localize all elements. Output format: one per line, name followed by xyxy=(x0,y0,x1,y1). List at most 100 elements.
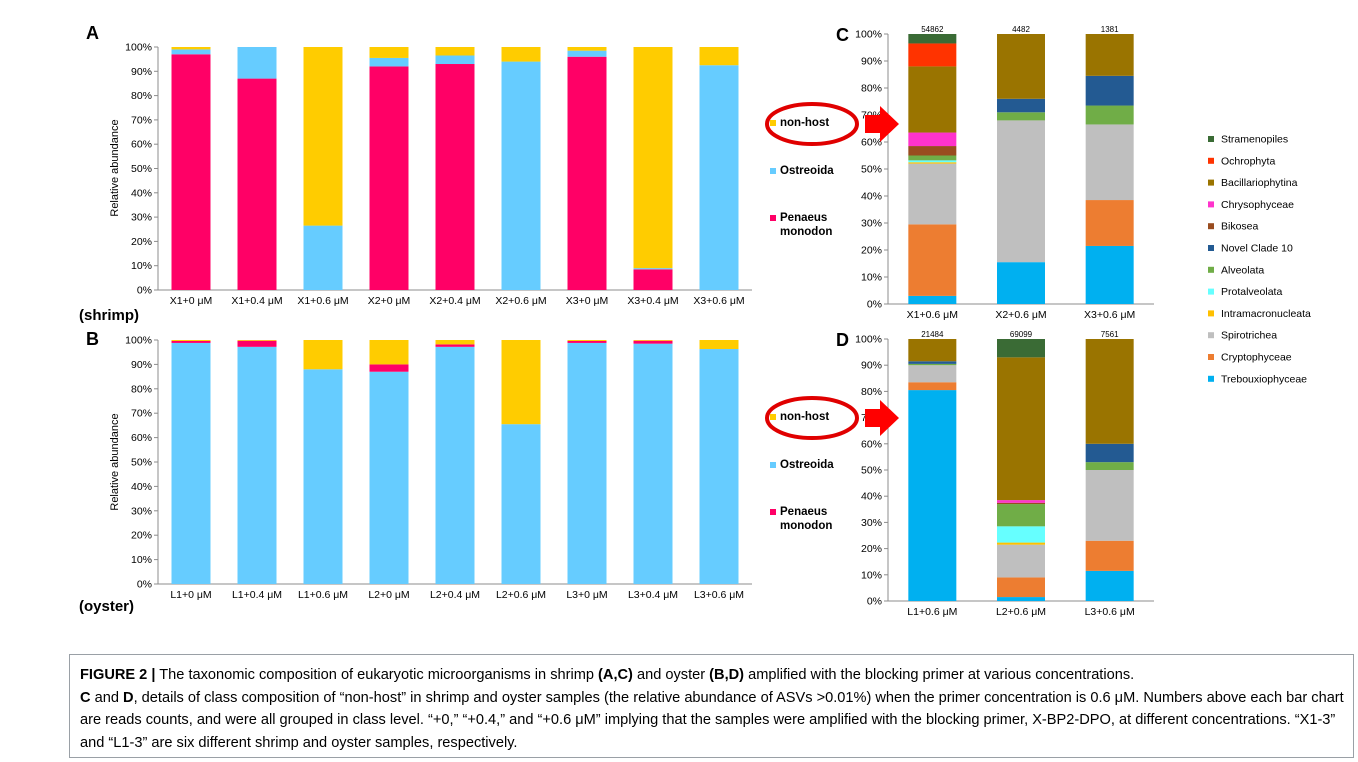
panel-letter: B xyxy=(86,329,99,349)
y-tick-label: 60% xyxy=(861,438,882,450)
y-tick-label: 50% xyxy=(861,164,882,176)
x-tick-label: L2+0.6 μM xyxy=(496,589,546,601)
x-tick-label: L1+0 μM xyxy=(170,589,211,601)
bar-segment-spirotrichea xyxy=(1085,470,1134,541)
bar-segment-non-host xyxy=(303,340,343,370)
y-tick-label: 0% xyxy=(137,579,152,591)
bar-segment-bikosea xyxy=(908,146,957,156)
y-tick-label: 30% xyxy=(131,212,152,224)
x-tick-label: L2+0.6 μM xyxy=(996,606,1046,618)
bar-segment-trebouxiophyceae xyxy=(997,597,1045,601)
y-tick-label: 0% xyxy=(867,596,882,608)
bar-segment-ostreoida xyxy=(699,65,739,290)
bar-segment-ostreoida xyxy=(369,371,409,584)
bar-segment-intramacronucleata xyxy=(908,162,957,164)
y-tick-label: 100% xyxy=(125,42,152,54)
bar-segment-spirotrichea xyxy=(908,365,957,383)
bar-segment-trebouxiophyceae xyxy=(997,262,1045,304)
legend-host-b: non-host Ostreoida Penaeus monodon xyxy=(765,396,899,532)
red-arrow-icon xyxy=(865,106,899,142)
chart-panel-b: B 0% 10% 20% 30% 40% 50% 60% 70% 80% 90% 100% Relati… xyxy=(79,329,752,615)
bar-segment-novel-clade-10 xyxy=(997,98,1045,113)
x-tick-label: X3+0 μM xyxy=(566,295,609,307)
bar-segment-non-host xyxy=(171,47,211,50)
y-tick-label: 60% xyxy=(861,137,882,149)
bar-segment-penaeus-monodon xyxy=(237,340,277,347)
bar-segment-non-host xyxy=(237,340,277,341)
chart-panel-a: A 0% 10% 20% 30% 40% 50% 60% 70% 80% 90% 100% Relati… xyxy=(79,23,752,324)
bar-segment-novel-clade-10 xyxy=(1085,443,1134,463)
legend-swatch xyxy=(1208,157,1214,164)
bar-segment-penaeus-monodon xyxy=(633,340,673,344)
y-axis-label: Relative abundance xyxy=(109,119,121,216)
highlight-ellipse xyxy=(765,396,859,440)
y-tick-label: 70% xyxy=(131,408,152,420)
x-tick-label: X1+0.6 μM xyxy=(297,295,348,307)
legend-swatch xyxy=(1208,332,1214,339)
bar-segment-ostreoida xyxy=(567,50,607,57)
read-count-label: 1381 xyxy=(1101,25,1119,34)
y-tick-label: 10% xyxy=(861,272,882,284)
figure-caption: FIGURE 2 | The taxonomic composition of … xyxy=(80,667,1344,751)
bar-segment-spirotrichea xyxy=(997,544,1045,578)
legend-label: Ostreoida xyxy=(780,165,834,177)
legend-label: Alveolata xyxy=(1221,264,1264,276)
bar-segment-novel-clade-10 xyxy=(1085,75,1134,106)
bar-segment-intramacronucleata xyxy=(997,542,1045,545)
legend-label: Cryptophyceae xyxy=(1221,352,1292,364)
bar-segment-bacillariophytina xyxy=(908,66,957,133)
bar-segment-ostreoida xyxy=(171,49,211,55)
legend-swatch-Penaeus-monodon xyxy=(770,215,776,221)
legend-swatch-Penaeus-monodon xyxy=(770,509,776,515)
bar-segment-non-host xyxy=(369,47,409,58)
bar-segment-chrysophyceae xyxy=(997,500,1045,503)
bar-segment-non-host xyxy=(699,340,739,350)
bar-segment-spirotrichea xyxy=(1085,124,1134,201)
legend-label: Stramenopiles xyxy=(1221,134,1288,146)
bar-segment-trebouxiophyceae xyxy=(1085,245,1134,304)
y-tick-label: 80% xyxy=(861,83,882,95)
legend-swatch-non-host xyxy=(770,414,776,420)
x-tick-label: X1+0.6 μM xyxy=(907,309,958,321)
legend-label: Penaeus monodon xyxy=(780,212,832,238)
y-tick-label: 90% xyxy=(861,56,882,68)
legend-swatch xyxy=(1208,179,1214,186)
bar-segment-non-host xyxy=(501,47,541,62)
bar-segment-non-host xyxy=(633,340,673,341)
bar-segment-penaeus-monodon xyxy=(435,64,475,290)
x-tick-label: L1+0.6 μM xyxy=(298,589,348,601)
legend-classes: Stramenopiles Ochrophyta Bacillariophytina… xyxy=(1208,134,1311,385)
read-count-label: 4482 xyxy=(1012,25,1030,34)
bar-segment-spirotrichea xyxy=(908,163,957,225)
y-tick-label: 10% xyxy=(131,260,152,272)
legend-label-line: Penaeus xyxy=(780,506,827,518)
bar-segment-alveolata xyxy=(908,155,957,161)
bar-segment-chrysophyceae xyxy=(908,132,957,147)
figure-canvas: A 0% 10% 20% 30% 40% 50% 60% 70% 80% 90% 100% Relati… xyxy=(79,23,1311,618)
legend-swatch xyxy=(1208,223,1214,230)
panel-letter: C xyxy=(836,25,849,45)
sample-group-label: (shrimp) xyxy=(79,307,139,324)
legend-label: Penaeus monodon xyxy=(780,506,832,532)
legend-label: Ochrophyta xyxy=(1221,155,1275,167)
legend-swatch-Ostreoida xyxy=(770,168,776,174)
bar-segment-trebouxiophyceae xyxy=(908,390,957,601)
bar-segment-penaeus-monodon xyxy=(237,78,277,290)
legend-label: Ostreoida xyxy=(780,459,834,471)
bar-segment-ostreoida xyxy=(171,342,211,584)
bar-segment-penaeus-monodon xyxy=(633,269,673,290)
chart-panel-d: D0%10%20%30%40%50%60%70%80%90%100%L1+0.6… xyxy=(836,330,1154,618)
legend-swatch xyxy=(1208,136,1214,142)
bar-segment-bacillariophytina xyxy=(1085,339,1134,444)
bar-segment-non-host xyxy=(567,47,607,51)
legend-swatch xyxy=(1208,201,1214,208)
y-tick-label: 10% xyxy=(861,569,882,581)
x-tick-label: L1+0.4 μM xyxy=(232,589,282,601)
y-tick-label: 60% xyxy=(131,432,152,444)
legend-swatch xyxy=(1208,288,1214,295)
bar-segment-ostreoida xyxy=(633,343,673,584)
y-tick-label: 80% xyxy=(131,90,152,102)
bar-segment-alveolata xyxy=(1085,105,1134,125)
legend-label: Spirotrichea xyxy=(1221,330,1277,342)
bar-segment-protalveolata xyxy=(908,160,957,163)
